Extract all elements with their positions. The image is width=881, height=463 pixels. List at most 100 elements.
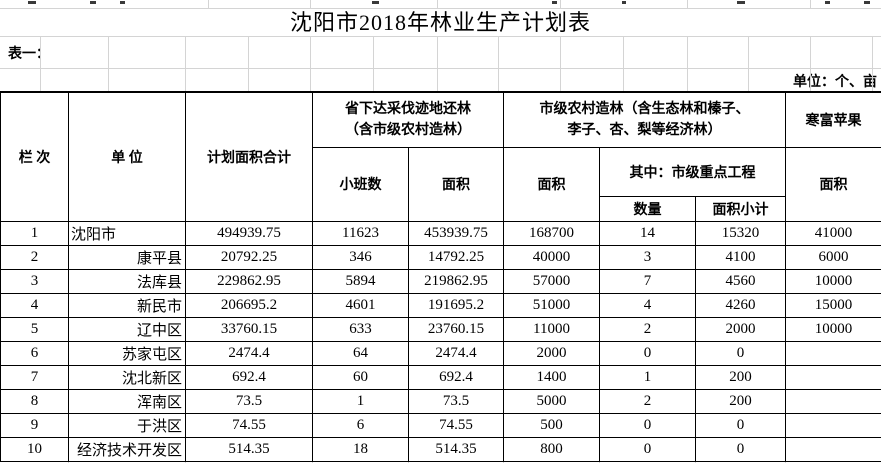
key-project-area-subtotal-cell[interactable]: 200 bbox=[694, 388, 787, 414]
key-project-area-subtotal-cell[interactable]: 200 bbox=[694, 364, 787, 390]
province-return-area-cell[interactable]: 14792.25 bbox=[408, 244, 504, 270]
province-return-area-cell[interactable]: 692.4 bbox=[408, 364, 504, 390]
key-project-count-cell[interactable]: 0 bbox=[599, 436, 696, 462]
unit-name-cell[interactable]: 沈北新区 bbox=[68, 364, 186, 390]
hanfu-apple-area-cell[interactable]: 10000 bbox=[785, 268, 881, 294]
header-col-index[interactable]: 栏 次 bbox=[0, 91, 69, 222]
row-index-cell[interactable]: 9 bbox=[0, 412, 69, 438]
key-project-count-cell[interactable]: 4 bbox=[599, 292, 696, 318]
hanfu-apple-area-cell[interactable]: 15000 bbox=[785, 292, 881, 318]
subcompartment-count-cell[interactable]: 4601 bbox=[312, 292, 409, 318]
city-afforestation-area-cell[interactable]: 11000 bbox=[503, 316, 600, 342]
subcompartment-count-cell[interactable]: 1 bbox=[312, 388, 409, 414]
hanfu-apple-area-cell[interactable]: 10000 bbox=[785, 316, 881, 342]
unit-name-cell[interactable]: 浑南区 bbox=[68, 388, 186, 414]
key-project-area-subtotal-cell[interactable]: 4560 bbox=[694, 268, 787, 294]
province-return-area-cell[interactable]: 514.35 bbox=[408, 436, 504, 462]
key-project-count-cell[interactable]: 14 bbox=[599, 220, 696, 246]
city-afforestation-area-cell[interactable]: 2000 bbox=[503, 340, 600, 366]
row-index-cell[interactable]: 6 bbox=[0, 340, 69, 366]
city-afforestation-area-cell[interactable]: 40000 bbox=[503, 244, 600, 270]
province-return-area-cell[interactable]: 23760.15 bbox=[408, 316, 504, 342]
unit-name-cell[interactable]: 于洪区 bbox=[68, 412, 186, 438]
hanfu-apple-area-cell[interactable]: 41000 bbox=[785, 220, 881, 246]
total-planned-area-cell[interactable]: 74.55 bbox=[185, 412, 313, 438]
city-afforestation-area-cell[interactable]: 500 bbox=[503, 412, 600, 438]
key-project-count-cell[interactable]: 7 bbox=[599, 268, 696, 294]
subcompartment-count-cell[interactable]: 60 bbox=[312, 364, 409, 390]
key-project-count-cell[interactable]: 0 bbox=[599, 340, 696, 366]
row-index-cell[interactable]: 1 bbox=[0, 220, 69, 246]
header-total-planned-area[interactable]: 计划面积合计 bbox=[185, 91, 313, 222]
row-index-cell[interactable]: 10 bbox=[0, 436, 69, 462]
header-key-project-group[interactable]: 其中：市级重点工程 bbox=[598, 146, 787, 197]
total-planned-area-cell[interactable]: 20792.25 bbox=[185, 244, 313, 270]
key-project-area-subtotal-cell[interactable]: 4100 bbox=[694, 244, 787, 270]
subcompartment-count-cell[interactable]: 6 bbox=[312, 412, 409, 438]
unit-name-cell[interactable]: 经济技术开发区 bbox=[68, 436, 186, 462]
key-project-count-cell[interactable]: 1 bbox=[599, 364, 696, 390]
row-index-cell[interactable]: 3 bbox=[0, 268, 69, 294]
unit-name-cell[interactable]: 康平县 bbox=[68, 244, 186, 270]
header-province-reforestation-group[interactable]: 省下达采伐迹地还林 （含市级农村造林） bbox=[312, 91, 504, 148]
key-project-area-subtotal-cell[interactable]: 15320 bbox=[694, 220, 787, 246]
province-return-area-cell[interactable]: 74.55 bbox=[408, 412, 504, 438]
city-afforestation-area-cell[interactable]: 51000 bbox=[503, 292, 600, 318]
total-planned-area-cell[interactable]: 494939.75 bbox=[185, 220, 313, 246]
unit-name-cell[interactable]: 辽中区 bbox=[68, 316, 186, 342]
hanfu-apple-area-cell[interactable]: 6000 bbox=[785, 244, 881, 270]
province-return-area-cell[interactable]: 453939.75 bbox=[408, 220, 504, 246]
key-project-area-subtotal-cell[interactable]: 0 bbox=[694, 436, 787, 462]
total-planned-area-cell[interactable]: 692.4 bbox=[185, 364, 313, 390]
subcompartment-count-cell[interactable]: 633 bbox=[312, 316, 409, 342]
province-return-area-cell[interactable]: 191695.2 bbox=[408, 292, 504, 318]
unit-name-cell[interactable]: 法库县 bbox=[68, 268, 186, 294]
header-city-area[interactable]: 面积 bbox=[503, 146, 600, 222]
key-project-area-subtotal-cell[interactable]: 4260 bbox=[694, 292, 787, 318]
key-project-count-cell[interactable]: 0 bbox=[599, 412, 696, 438]
hanfu-apple-area-cell[interactable] bbox=[785, 436, 881, 462]
header-key-project-area-subtotal[interactable]: 面积小计 bbox=[694, 195, 787, 222]
subcompartment-count-cell[interactable]: 11623 bbox=[312, 220, 409, 246]
unit-name-cell[interactable]: 新民市 bbox=[68, 292, 186, 318]
header-key-project-count[interactable]: 数量 bbox=[599, 195, 696, 222]
total-planned-area-cell[interactable]: 229862.95 bbox=[185, 268, 313, 294]
city-afforestation-area-cell[interactable]: 57000 bbox=[503, 268, 600, 294]
row-index-cell[interactable]: 8 bbox=[0, 388, 69, 414]
total-planned-area-cell[interactable]: 2474.4 bbox=[185, 340, 313, 366]
hanfu-apple-area-cell[interactable] bbox=[785, 412, 881, 438]
city-afforestation-area-cell[interactable]: 5000 bbox=[503, 388, 600, 414]
header-subcompartment-count[interactable]: 小班数 bbox=[312, 146, 409, 222]
city-afforestation-area-cell[interactable]: 1400 bbox=[503, 364, 600, 390]
header-apple-area[interactable]: 面积 bbox=[785, 146, 881, 222]
unit-name-cell[interactable]: 沈阳市 bbox=[68, 220, 186, 246]
header-hanfu-apple-group[interactable]: 寒富苹果 bbox=[785, 91, 881, 148]
key-project-count-cell[interactable]: 2 bbox=[599, 316, 696, 342]
province-return-area-cell[interactable]: 2474.4 bbox=[408, 340, 504, 366]
header-city-afforestation-group[interactable]: 市级农村造林（含生态林和榛子、 李子、杏、梨等经济林） bbox=[502, 91, 787, 148]
row-index-cell[interactable]: 4 bbox=[0, 292, 69, 318]
subcompartment-count-cell[interactable]: 346 bbox=[312, 244, 409, 270]
total-planned-area-cell[interactable]: 73.5 bbox=[185, 388, 313, 414]
subcompartment-count-cell[interactable]: 18 bbox=[312, 436, 409, 462]
key-project-area-subtotal-cell[interactable]: 0 bbox=[694, 340, 787, 366]
hanfu-apple-area-cell[interactable] bbox=[785, 340, 881, 366]
unit-name-cell[interactable]: 苏家屯区 bbox=[68, 340, 186, 366]
total-planned-area-cell[interactable]: 514.35 bbox=[185, 436, 313, 462]
total-planned-area-cell[interactable]: 33760.15 bbox=[185, 316, 313, 342]
header-unit[interactable]: 单 位 bbox=[68, 91, 186, 222]
city-afforestation-area-cell[interactable]: 168700 bbox=[503, 220, 600, 246]
header-province-area[interactable]: 面积 bbox=[408, 146, 504, 222]
hanfu-apple-area-cell[interactable] bbox=[785, 388, 881, 414]
key-project-area-subtotal-cell[interactable]: 2000 bbox=[694, 316, 787, 342]
province-return-area-cell[interactable]: 73.5 bbox=[408, 388, 504, 414]
key-project-count-cell[interactable]: 2 bbox=[599, 388, 696, 414]
province-return-area-cell[interactable]: 219862.95 bbox=[408, 268, 504, 294]
hanfu-apple-area-cell[interactable] bbox=[785, 364, 881, 390]
key-project-count-cell[interactable]: 3 bbox=[599, 244, 696, 270]
row-index-cell[interactable]: 5 bbox=[0, 316, 69, 342]
row-index-cell[interactable]: 7 bbox=[0, 364, 69, 390]
total-planned-area-cell[interactable]: 206695.2 bbox=[185, 292, 313, 318]
row-index-cell[interactable]: 2 bbox=[0, 244, 69, 270]
subcompartment-count-cell[interactable]: 64 bbox=[312, 340, 409, 366]
